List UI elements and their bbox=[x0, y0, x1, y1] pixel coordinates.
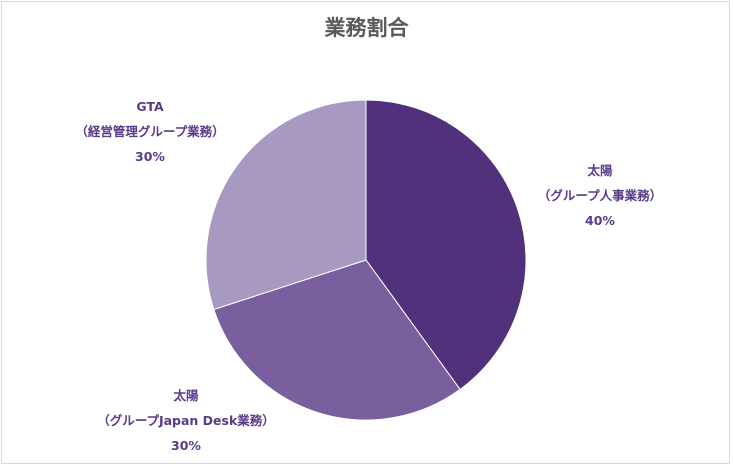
pie-slice-2 bbox=[213, 259, 461, 421]
slice-category-label: 太陽 bbox=[173, 388, 199, 403]
slice-label-1: 太陽 （グループ人事業務） 40% bbox=[538, 163, 662, 228]
pie-slice-3 bbox=[205, 99, 367, 311]
slice-labels: 太陽（グループ人事業務） 40%太陽（グループJapan Desk業務） 30%GT… bbox=[75, 99, 662, 453]
chart-title: 業務割合 bbox=[324, 16, 409, 40]
slice-value-label: 30% bbox=[171, 438, 201, 453]
slice-value-label: 30% bbox=[135, 149, 165, 164]
slice-label-2: 太陽 （グループJapan Desk業務） 30% bbox=[97, 388, 275, 453]
slice-value-label: 40% bbox=[585, 213, 615, 228]
pie-slices bbox=[205, 99, 527, 421]
slice-category-label: （グループJapan Desk業務） bbox=[97, 413, 275, 428]
slice-category-label: 太陽 bbox=[587, 163, 613, 178]
pie-slice-1 bbox=[365, 99, 527, 391]
slice-category-label: GTA bbox=[136, 99, 164, 114]
slice-category-label: （経営管理グループ業務） bbox=[75, 124, 224, 139]
slice-label-3: GTA （経営管理グループ業務） 30% bbox=[75, 99, 224, 164]
slice-category-label: （グループ人事業務） bbox=[538, 188, 662, 203]
